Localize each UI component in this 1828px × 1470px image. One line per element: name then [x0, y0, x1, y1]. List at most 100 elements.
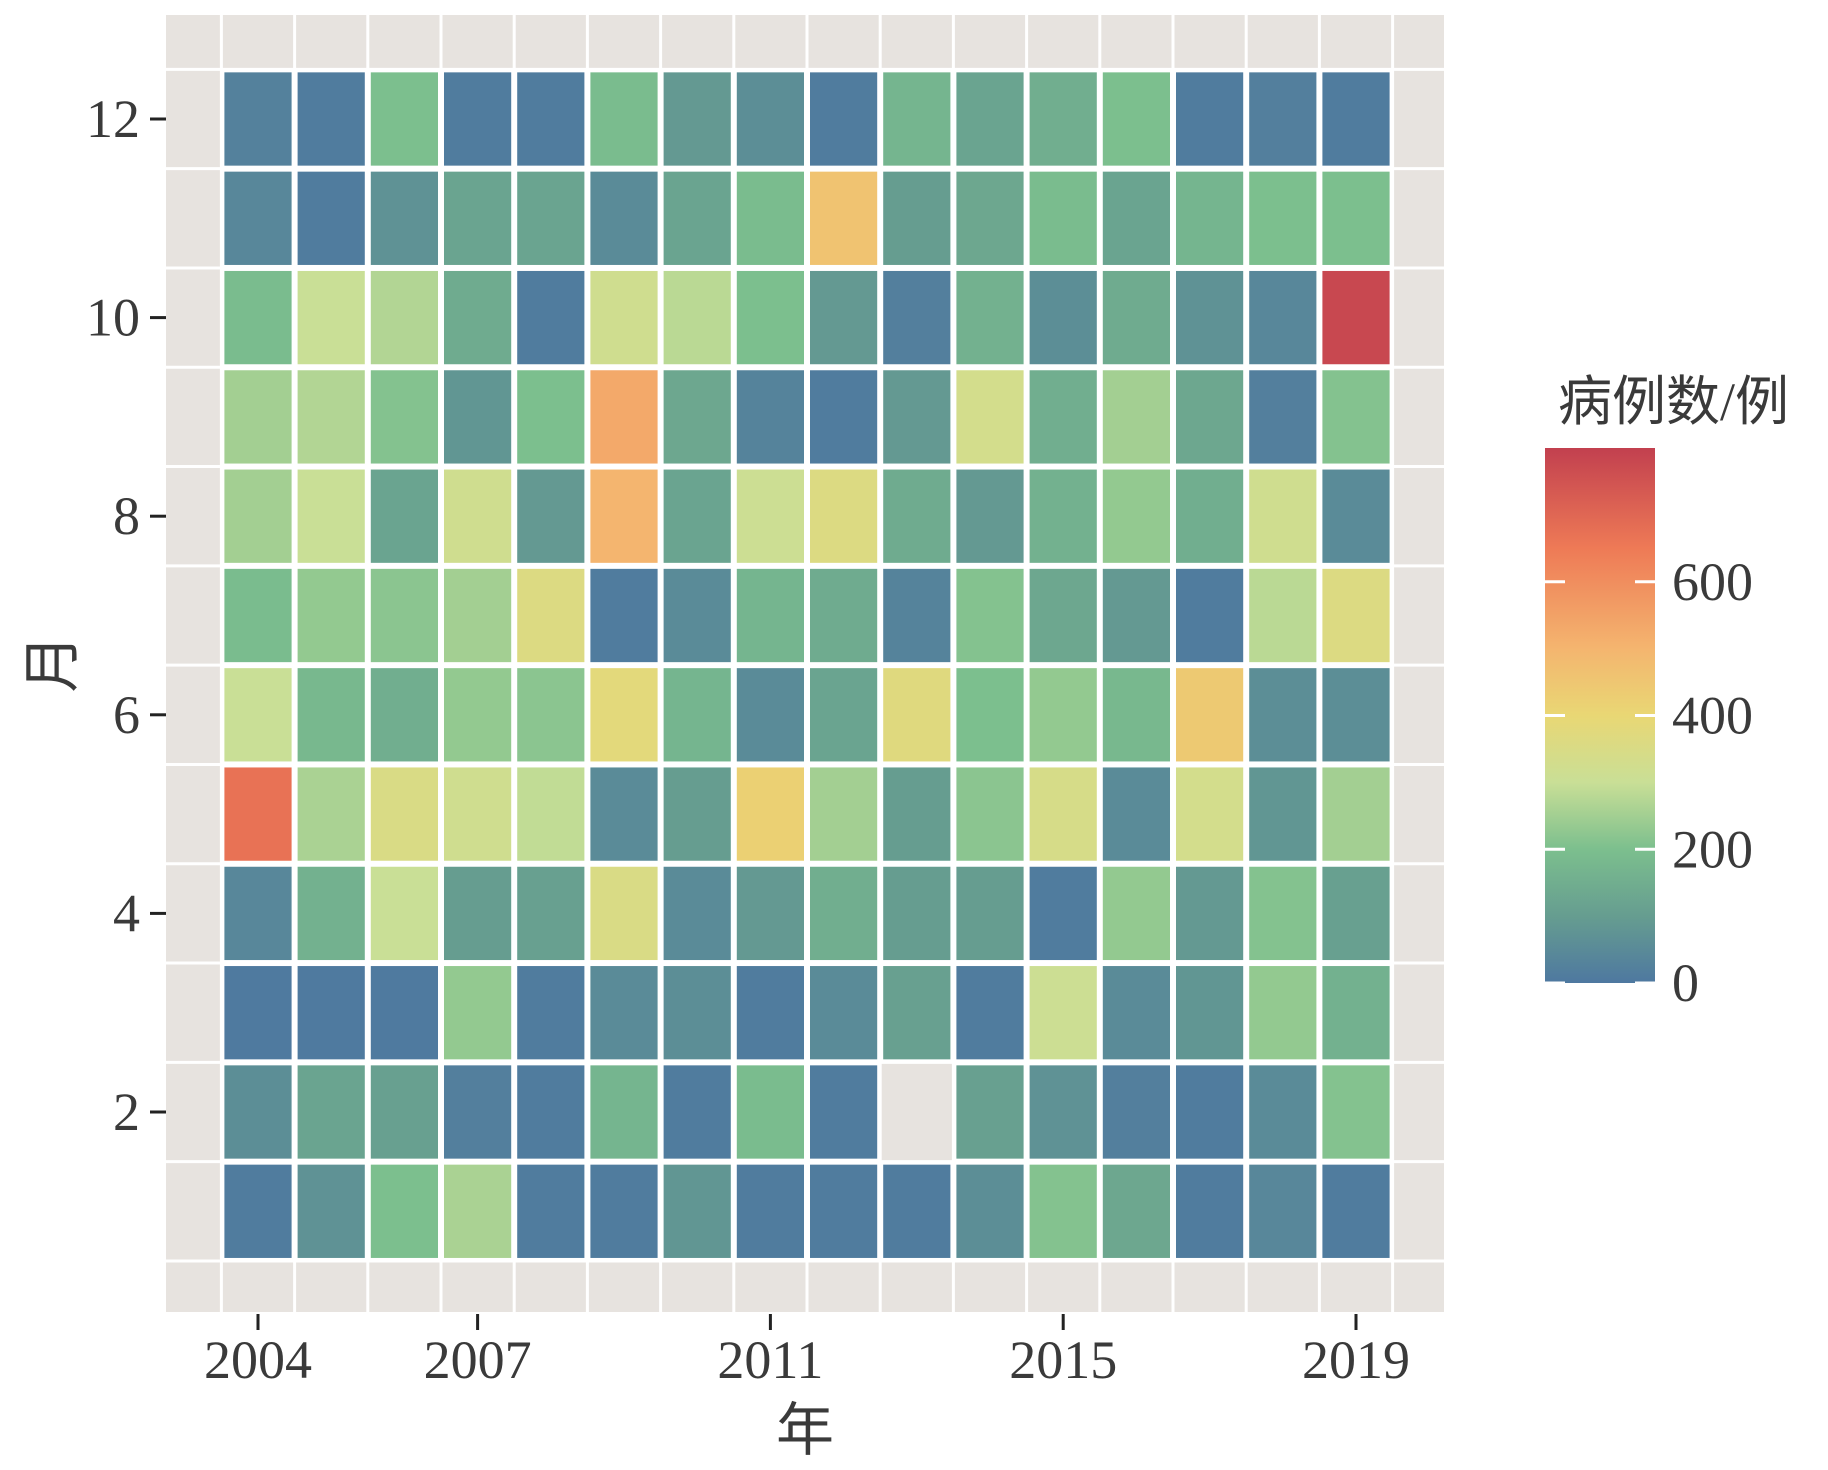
heatmap-cell: [954, 1063, 1026, 1161]
legend: 病例数/例 0 200 400 600: [1545, 372, 1789, 1013]
heatmap-cell: [1027, 1063, 1099, 1161]
heatmap-cell: [661, 169, 733, 267]
axes: 2004 2007 2011 2015 2019 2 4 6 8 10 12 年 月: [20, 89, 1410, 1463]
heatmap-cell: [1174, 765, 1246, 863]
heatmap-cell: [1174, 1063, 1246, 1161]
heatmap-cell: [661, 666, 733, 764]
heatmap-cell: [1174, 368, 1246, 466]
x-tick-label: 2019: [1302, 1330, 1410, 1390]
heatmap-cell: [1320, 666, 1392, 764]
heatmap-cell: [588, 70, 660, 168]
heatmap-cell: [1174, 169, 1246, 267]
heatmap-cell: [368, 1162, 440, 1260]
heatmap-cell: [1027, 964, 1099, 1062]
heatmap-cell: [368, 268, 440, 367]
heatmap-cell: [808, 666, 880, 764]
heatmap-cell: [1247, 169, 1319, 267]
heatmap-cell: [295, 1162, 367, 1260]
heatmap-cell: [661, 1162, 733, 1260]
heatmap-cell: [1027, 666, 1099, 764]
heatmap-cell: [222, 467, 294, 565]
heatmap-cell: [808, 368, 880, 466]
heatmap-cell: [442, 268, 514, 367]
heatmap-cell: [954, 70, 1026, 168]
heatmap-cell: [1320, 765, 1392, 863]
heatmap-cells: [222, 70, 1392, 1260]
heatmap-cell: [295, 368, 367, 466]
heatmap-cell: [1100, 864, 1173, 963]
heatmap-cell: [734, 368, 806, 466]
heatmap-cell: [1247, 666, 1319, 764]
heatmap-cell: [1027, 70, 1099, 168]
heatmap-cell: [515, 765, 587, 863]
y-tick-label: 2: [113, 1082, 140, 1142]
heatmap-cell: [1174, 1162, 1246, 1260]
heatmap-cell: [368, 368, 440, 466]
heatmap-cell: [368, 566, 440, 665]
heatmap-cell: [808, 169, 880, 267]
legend-tick-label: 200: [1672, 819, 1753, 879]
heatmap-cell: [954, 765, 1026, 863]
heatmap-cell: [1247, 368, 1319, 466]
heatmap-cell: [954, 268, 1026, 367]
heatmap-cell: [954, 169, 1026, 267]
heatmap-cell: [295, 964, 367, 1062]
heatmap-cell: [1174, 566, 1246, 665]
y-tick-label: 6: [113, 685, 140, 745]
heatmap-cell: [1100, 566, 1173, 665]
heatmap-cell: [368, 1063, 440, 1161]
heatmap-cell: [881, 368, 953, 466]
heatmap-cell: [588, 864, 660, 963]
heatmap-cell: [588, 566, 660, 665]
x-axis-title: 年: [776, 1398, 834, 1463]
grid-lines: [166, 15, 1444, 1312]
heatmap-cell: [222, 1063, 294, 1161]
heatmap-cell: [515, 864, 587, 963]
heatmap-cell: [515, 368, 587, 466]
heatmap-cell: [1027, 1162, 1099, 1260]
heatmap-cell: [1247, 765, 1319, 863]
heatmap-cell: [222, 368, 294, 466]
heatmap-cell: [1100, 1162, 1173, 1260]
heatmap-cell: [954, 467, 1026, 565]
heatmap-cell: [1247, 70, 1319, 168]
heatmap-cell: [954, 368, 1026, 466]
heatmap-cell: [442, 964, 514, 1062]
heatmap-cell: [222, 1162, 294, 1260]
heatmap-cell: [368, 467, 440, 565]
heatmap-cell: [222, 864, 294, 963]
heatmap-cell: [1320, 70, 1392, 168]
heatmap-cell: [515, 169, 587, 267]
heatmap-cell: [222, 70, 294, 168]
legend-tick-label: 400: [1672, 686, 1753, 746]
heatmap-cell: [881, 467, 953, 565]
heatmap-cell: [442, 1162, 514, 1260]
heatmap-cell: [442, 1063, 514, 1161]
heatmap-cell: [1320, 169, 1392, 267]
x-tick-label: 2004: [204, 1330, 312, 1390]
x-tick-label: 2015: [1009, 1330, 1117, 1390]
heatmap-cell: [1027, 268, 1099, 367]
heatmap-cell: [1174, 70, 1246, 168]
heatmap-cell: [661, 368, 733, 466]
heatmap-cell: [588, 964, 660, 1062]
heatmap-cell: [1027, 864, 1099, 963]
heatmap-cell: [881, 666, 953, 764]
heatmap-cell: [295, 169, 367, 267]
heatmap-cell: [515, 70, 587, 168]
heatmap-cell: [295, 765, 367, 863]
heatmap-cell: [368, 964, 440, 1062]
heatmap-cell: [881, 964, 953, 1062]
heatmap-cell: [881, 864, 953, 963]
heatmap-cell: [1247, 964, 1319, 1062]
heatmap-cell: [808, 864, 880, 963]
heatmap-cell: [661, 70, 733, 168]
heatmap-cell: [515, 964, 587, 1062]
heatmap-cell: [515, 268, 587, 367]
heatmap-cell: [368, 864, 440, 963]
heatmap-cell: [1320, 864, 1392, 963]
heatmap-cell: [1320, 964, 1392, 1062]
y-axis-title: 月: [20, 634, 85, 692]
heatmap-cell: [1320, 467, 1392, 565]
heatmap-cell: [1320, 566, 1392, 665]
